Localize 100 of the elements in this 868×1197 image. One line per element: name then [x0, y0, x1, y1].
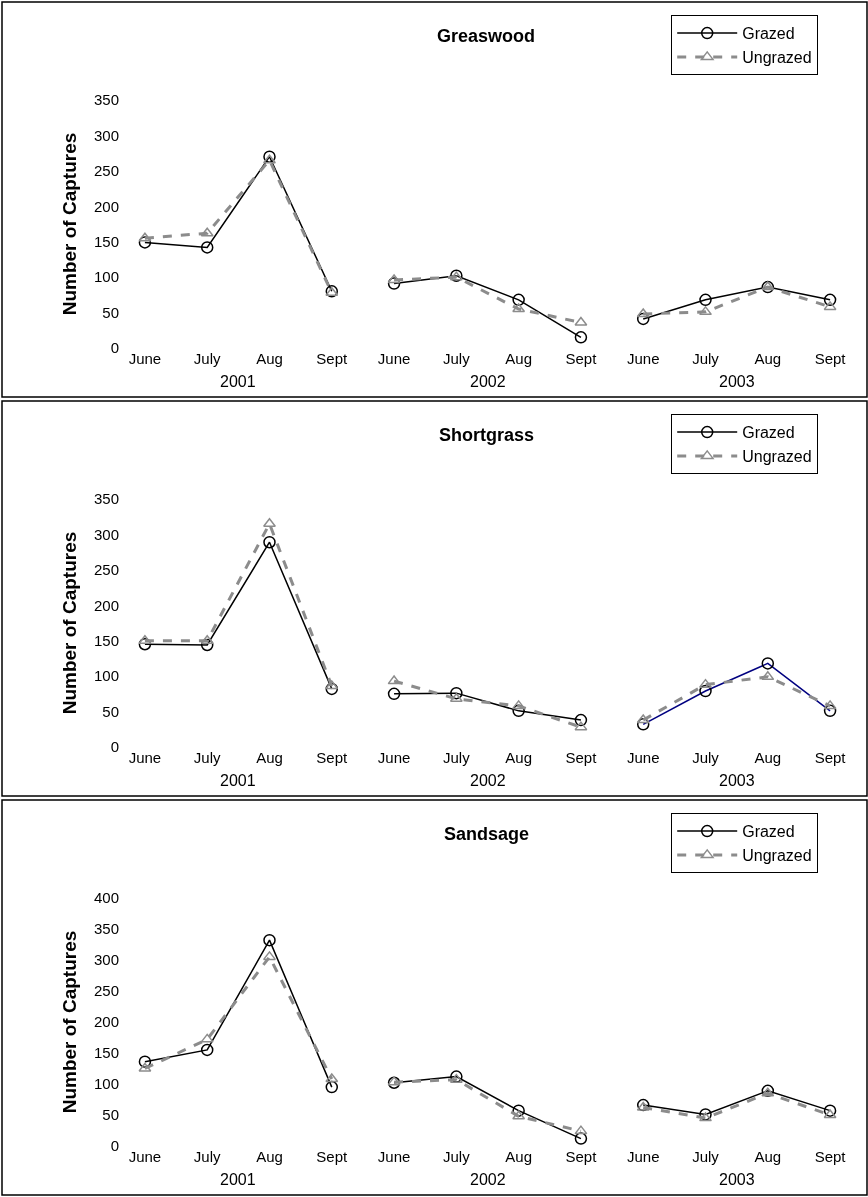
y-tick-label: 200: [93, 1013, 119, 1031]
y-tick-label: 50: [102, 303, 119, 321]
point: [387, 274, 401, 284]
point: [138, 1055, 152, 1068]
text: 2001: [220, 1171, 256, 1188]
text: 2003: [719, 1171, 755, 1188]
x-tick-label: June: [128, 1148, 162, 1165]
point: [512, 1110, 526, 1120]
x-tick-label: Aug: [256, 1148, 283, 1165]
point: [761, 671, 775, 681]
y-tick-label: 250: [93, 982, 119, 1000]
point: [387, 675, 401, 685]
text: 2002: [470, 373, 506, 390]
point: [200, 634, 214, 644]
x-tick-label: Sept: [316, 350, 349, 367]
x-tick-label: June: [377, 350, 411, 367]
point: [574, 1125, 588, 1135]
point: [512, 293, 525, 307]
point: [574, 721, 588, 731]
point: [512, 700, 526, 710]
point: [263, 150, 276, 163]
point: [823, 1109, 837, 1119]
point: [699, 293, 712, 307]
point: [512, 704, 525, 718]
text: 2002: [470, 1171, 506, 1188]
point: [200, 638, 214, 652]
point: [200, 1033, 214, 1043]
chart-title: Greaswood: [437, 26, 536, 46]
x-tick-label: June: [626, 1148, 660, 1165]
x-tick-label: July: [692, 749, 720, 766]
x-tick-label: Sept: [814, 350, 847, 367]
x-tick-label: July: [193, 749, 222, 766]
x-tick-label: July: [443, 1148, 471, 1165]
point: [574, 713, 588, 727]
x-tick-label: Sept: [316, 749, 349, 766]
y-tick-label: 50: [102, 702, 119, 720]
point: [325, 680, 339, 690]
point: [574, 331, 588, 344]
point: [263, 933, 276, 947]
point: [823, 1104, 837, 1117]
legend-label: Grazed: [742, 424, 795, 442]
point: [325, 682, 339, 696]
point: [200, 1043, 214, 1057]
y-tick-label: 200: [93, 596, 119, 614]
x-tick-label: Sept: [565, 350, 598, 367]
x-tick-label: Aug: [505, 749, 532, 766]
x-tick-label: July: [443, 749, 471, 766]
legend-label: Grazed: [742, 25, 795, 43]
y-tick-label: 100: [93, 268, 119, 286]
point: [263, 535, 276, 549]
y-tick-label: 0: [110, 1137, 119, 1155]
x-tick-label: Aug: [754, 350, 782, 367]
x-tick-label: Sept: [316, 1148, 349, 1165]
x-tick-label: June: [128, 749, 162, 766]
y-tick-label: 100: [93, 1075, 119, 1093]
y-tick-label: 200: [93, 197, 119, 215]
point: [387, 277, 401, 290]
x-tick-label: July: [193, 1148, 222, 1165]
point: [636, 312, 650, 326]
point: [574, 1132, 588, 1145]
point: [200, 241, 214, 254]
x-tick-label: July: [692, 1148, 720, 1165]
point: [138, 1062, 152, 1072]
x-tick-label: Aug: [256, 749, 283, 766]
point: [138, 232, 152, 242]
point: [823, 700, 837, 710]
y-tick-label: 150: [93, 631, 119, 649]
point: [138, 236, 152, 249]
point: [574, 316, 588, 326]
x-tick-label: June: [626, 350, 660, 367]
x-tick-label: Aug: [505, 1148, 532, 1165]
y-axis-title: Number of Captures: [58, 132, 80, 316]
point: [200, 227, 214, 237]
chart-title: Shortgrass: [439, 425, 535, 445]
y-tick-label: 150: [93, 232, 119, 250]
point: [512, 303, 526, 313]
text: 2001: [220, 772, 256, 789]
text: 2003: [719, 772, 755, 789]
legend-label: Ungrazed: [742, 448, 812, 466]
y-tick-label: 150: [93, 1044, 119, 1062]
x-tick-label: Sept: [565, 749, 598, 766]
point: [823, 293, 837, 307]
y-tick-label: 300: [93, 126, 119, 144]
y-tick-label: 350: [93, 490, 119, 508]
x-tick-label: June: [377, 1148, 411, 1165]
y-axis-title: Number of Captures: [58, 930, 80, 1114]
point: [138, 634, 152, 644]
x-tick-label: July: [692, 350, 720, 367]
point: [450, 686, 463, 700]
chart-title: Sandsage: [444, 824, 530, 844]
legend-label: Ungrazed: [742, 847, 812, 865]
y-axis-title: Number of Captures: [58, 531, 80, 715]
point: [449, 693, 463, 703]
y-tick-label: 0: [110, 339, 119, 357]
x-tick-label: June: [377, 749, 411, 766]
text: 2001: [220, 373, 256, 390]
y-tick-label: 350: [93, 91, 119, 109]
x-tick-label: Sept: [565, 1148, 598, 1165]
y-tick-label: 250: [93, 561, 119, 579]
x-tick-label: June: [626, 749, 660, 766]
